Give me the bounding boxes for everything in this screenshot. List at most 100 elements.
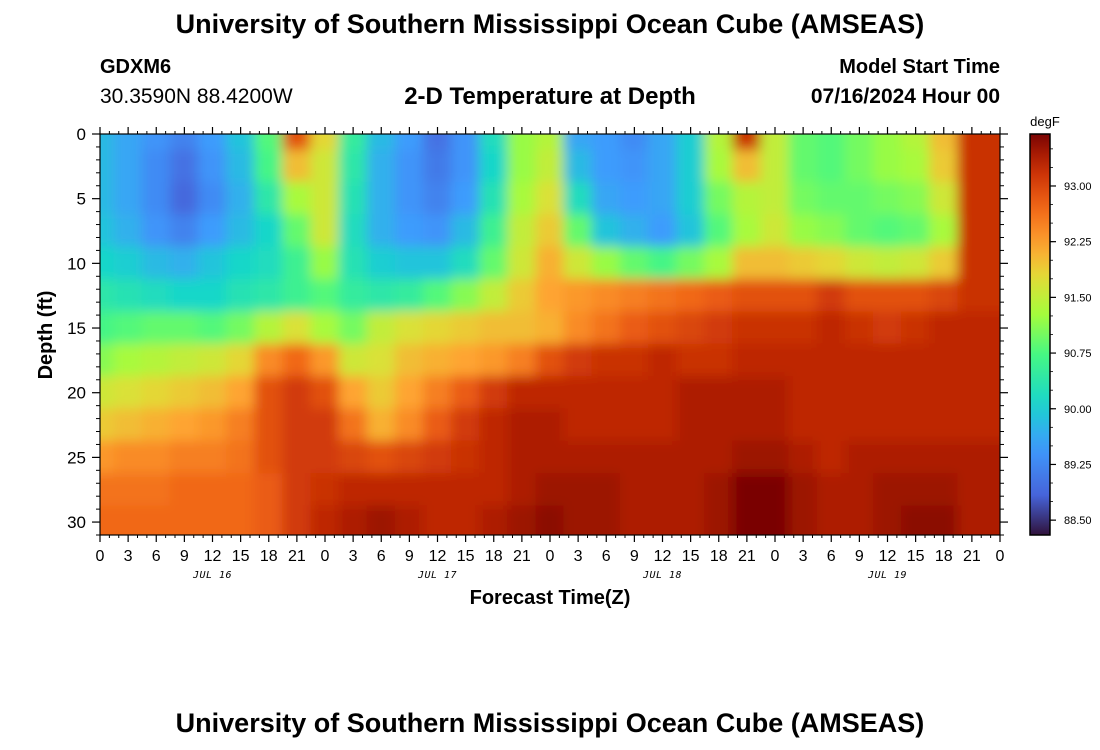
- heat-cell: [254, 311, 284, 345]
- colorbar-ticks: 88.50 89.25 90.00 90.75 91.50 92.25 93.00: [1050, 148, 1092, 527]
- heat-cell: [169, 376, 199, 410]
- heat-cell: [310, 246, 340, 281]
- heat-cell: [141, 376, 171, 410]
- heat-cell: [451, 505, 481, 530]
- heat-cell: [338, 528, 368, 535]
- heat-cell: [254, 473, 284, 507]
- heat-cell: [226, 343, 256, 378]
- heat-cell: [760, 343, 790, 378]
- heat-cell: [844, 473, 874, 507]
- heat-cell: [563, 149, 593, 184]
- heat-cell: [169, 134, 199, 151]
- heat-cell: [366, 149, 396, 184]
- heat-cell: [844, 246, 874, 281]
- heat-cell: [676, 311, 706, 345]
- heat-cell: [788, 408, 818, 442]
- heat-cell: [957, 279, 987, 313]
- heat-cell: [226, 279, 256, 313]
- heat-cell: [985, 182, 1000, 216]
- x-tick-label: 3: [349, 548, 358, 565]
- x-tick-label: 6: [602, 548, 611, 565]
- heat-cell: [816, 246, 846, 281]
- heat-cell: [872, 134, 903, 151]
- heat-cell: [844, 279, 874, 313]
- heat-cell: [254, 149, 284, 184]
- heat-cell: [282, 149, 312, 184]
- x-tick-label: 0: [996, 548, 1005, 565]
- heat-cell: [929, 505, 959, 530]
- heat-cell: [282, 214, 312, 248]
- colorbar-tick-label: 90.75: [1064, 348, 1092, 360]
- x-tick-label: 12: [654, 548, 672, 565]
- heat-cell: [169, 279, 199, 313]
- heat-cell: [760, 279, 790, 313]
- heat-cell: [254, 528, 284, 535]
- heat-cell: [985, 246, 1000, 281]
- heat-cell: [929, 440, 959, 475]
- heat-cell: [141, 134, 171, 151]
- heat-cell: [647, 279, 678, 313]
- heat-cell: [872, 473, 903, 507]
- heat-cell: [901, 528, 931, 535]
- heat-cell: [816, 134, 846, 151]
- heat-cell: [100, 311, 115, 345]
- heat-cell: [197, 376, 228, 410]
- heat-cell: [619, 473, 649, 507]
- heat-cell: [591, 279, 621, 313]
- heat-cell: [563, 214, 593, 248]
- heat-cell: [704, 279, 734, 313]
- heat-cell: [254, 134, 284, 151]
- heat-cell: [563, 408, 593, 442]
- heat-cell: [760, 214, 790, 248]
- heat-cell: [985, 408, 1000, 442]
- heat-cell: [929, 246, 959, 281]
- heat-cell: [422, 408, 453, 442]
- colorbar-tick-label: 90.00: [1064, 404, 1092, 416]
- heat-cell: [788, 440, 818, 475]
- heat-cell: [929, 473, 959, 507]
- heat-cell: [310, 214, 340, 248]
- heat-cell: [310, 408, 340, 442]
- heat-cell: [985, 505, 1000, 530]
- heat-cell: [704, 246, 734, 281]
- heat-cell: [507, 343, 537, 378]
- y-tick-label: 5: [77, 190, 86, 209]
- heat-cell: [929, 528, 959, 535]
- heat-cell: [100, 376, 115, 410]
- heat-cell: [901, 279, 931, 313]
- heat-cell: [310, 134, 340, 151]
- x-tick-label: 0: [96, 548, 105, 565]
- heat-cell: [901, 376, 931, 410]
- x-tick-label: 12: [879, 548, 897, 565]
- heat-cell: [901, 149, 931, 184]
- heat-cell: [113, 149, 143, 184]
- heat-cell: [676, 505, 706, 530]
- heat-cell: [563, 134, 593, 151]
- page-title: University of Southern Mississippi Ocean…: [175, 9, 925, 39]
- heat-cell: [282, 279, 312, 313]
- heat-cell: [591, 440, 621, 475]
- heat-cell: [985, 440, 1000, 475]
- heat-cell: [704, 182, 734, 216]
- heat-cell: [901, 343, 931, 378]
- heat-cell: [676, 343, 706, 378]
- heat-cell: [451, 311, 481, 345]
- heat-cell: [704, 343, 734, 378]
- heat-cell: [732, 473, 762, 507]
- heat-cell: [901, 246, 931, 281]
- heat-cell: [113, 376, 143, 410]
- x-tick-label: 21: [288, 548, 306, 565]
- heat-cell: [338, 149, 368, 184]
- heat-cell: [310, 528, 340, 535]
- heat-cell: [169, 440, 199, 475]
- heat-cell: [197, 149, 228, 184]
- heat-cell: [647, 505, 678, 530]
- heat-cell: [100, 134, 115, 151]
- heat-cell: [676, 408, 706, 442]
- heat-cell: [619, 343, 649, 378]
- heat-cell: [929, 182, 959, 216]
- heat-cell: [704, 440, 734, 475]
- heat-cell: [704, 528, 734, 535]
- heat-cell: [985, 214, 1000, 248]
- heat-cell: [507, 246, 537, 281]
